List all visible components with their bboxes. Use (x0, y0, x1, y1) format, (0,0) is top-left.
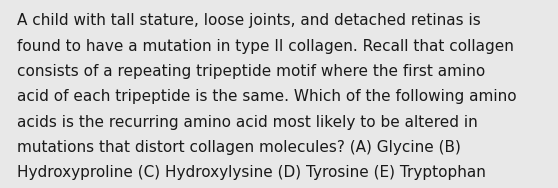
Text: acid of each tripeptide is the same. Which of the following amino: acid of each tripeptide is the same. Whi… (17, 89, 516, 104)
Text: mutations that distort collagen molecules? (A) Glycine (B): mutations that distort collagen molecule… (17, 140, 460, 155)
Text: A child with tall stature, loose joints, and detached retinas is: A child with tall stature, loose joints,… (17, 13, 480, 28)
Text: consists of a repeating tripeptide motif where the first amino: consists of a repeating tripeptide motif… (17, 64, 485, 79)
Text: Hydroxyproline (C) Hydroxylysine (D) Tyrosine (E) Tryptophan: Hydroxyproline (C) Hydroxylysine (D) Tyr… (17, 165, 485, 180)
Text: found to have a mutation in type II collagen. Recall that collagen: found to have a mutation in type II coll… (17, 39, 513, 54)
Text: acids is the recurring amino acid most likely to be altered in: acids is the recurring amino acid most l… (17, 115, 478, 130)
